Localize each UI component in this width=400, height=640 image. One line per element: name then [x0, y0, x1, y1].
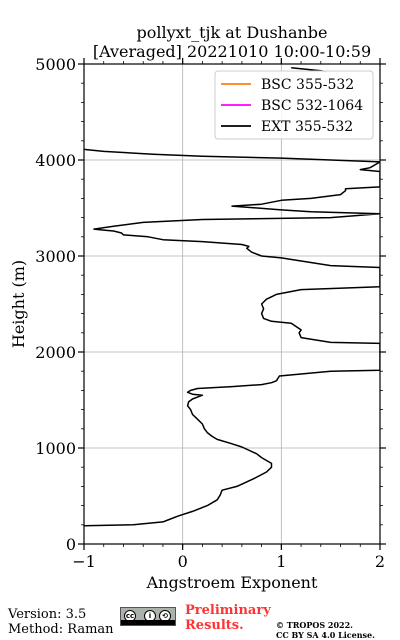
- copyright-line2: CC BY SA 4.0 License.: [276, 630, 375, 640]
- x-tick-label-0: −1: [72, 552, 96, 571]
- y-tick-label-2: 2000: [35, 343, 76, 362]
- y-tick-label-5: 5000: [35, 55, 76, 74]
- preliminary-line2: Results.: [185, 618, 244, 633]
- x-axis-label: Angstroem Exponent: [146, 573, 318, 592]
- x-tick-label-1: 0: [178, 552, 188, 571]
- cc-by-sa-license-icon: cc i ⟲: [120, 607, 176, 626]
- x-tick-label-2: 1: [276, 552, 286, 571]
- chart-title-line1: pollyxt_tjk at Dushanbe: [136, 23, 327, 42]
- y-tick-label-3: 3000: [35, 247, 76, 266]
- chart-title-line2: [Averaged] 20221010 10:00-10:59: [93, 42, 371, 61]
- copyright-notice: © TROPOS 2022. CC BY SA 4.0 License.: [276, 620, 375, 640]
- y-tick-label-0: 0: [66, 535, 76, 554]
- y-axis-label: Height (m): [9, 260, 28, 348]
- legend: BSC 355-532 BSC 532-1064 EXT 355-532: [214, 70, 374, 140]
- plot-frame: [83, 63, 381, 545]
- method-text: Method: Raman: [8, 622, 114, 637]
- preliminary-line1: Preliminary: [185, 603, 271, 618]
- y-tick-label-1: 1000: [35, 439, 76, 458]
- legend-box: [214, 70, 374, 140]
- legend-label-2: EXT 355-532: [261, 119, 353, 135]
- version-text: Version: 3.5: [8, 607, 87, 622]
- series-line-ext-355-532: [84, 148, 380, 527]
- legend-label-1: BSC 532-1064: [261, 98, 363, 114]
- copyright-line1: © TROPOS 2022.: [276, 620, 353, 630]
- y-tick-label-4: 4000: [35, 151, 76, 170]
- x-tick-label-3: 2: [375, 552, 385, 571]
- preliminary-results-label: Preliminary Results.: [185, 603, 271, 633]
- legend-label-0: BSC 355-532: [261, 77, 354, 93]
